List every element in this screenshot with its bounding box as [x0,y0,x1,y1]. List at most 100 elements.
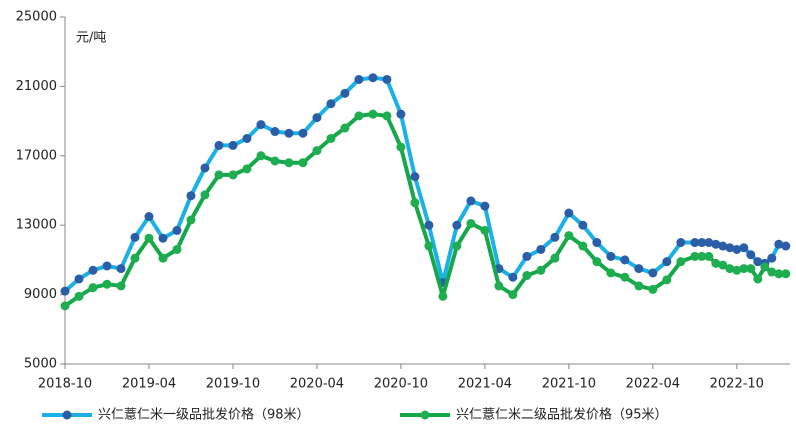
point [200,190,210,200]
point [60,286,70,296]
point [718,241,728,251]
point [158,253,168,263]
point [648,284,658,294]
point [620,272,630,282]
point [340,123,350,133]
point [102,279,112,289]
point [634,264,644,274]
point [711,258,721,268]
point [781,269,791,279]
point [704,238,714,248]
y-tick-label: 5000 [24,357,57,372]
point [662,275,672,285]
point [690,238,700,248]
point [676,257,686,267]
point [256,120,266,130]
point [116,264,126,274]
legend-label: 兴仁薏仁米二级品批发价格（95米） [456,407,668,423]
point [739,264,749,274]
point [725,243,735,253]
y-tick-label: 9000 [24,287,57,302]
point [396,109,406,119]
point [186,215,196,225]
point [228,140,238,150]
point [88,283,98,293]
point [242,164,252,174]
y-tick-label: 13000 [16,218,57,233]
point [760,262,770,272]
point [578,220,588,230]
point [74,274,84,284]
point [298,128,308,138]
point [298,158,308,168]
point [214,140,224,150]
point [284,128,294,138]
legend-marker [62,410,72,420]
point [704,251,714,261]
point [284,158,294,168]
point [564,208,574,218]
point [340,88,350,98]
point [466,218,476,228]
point [396,142,406,152]
x-tick-label: 2022-10 [710,377,764,392]
point [494,281,504,291]
point [522,251,532,261]
point [634,281,644,291]
y-tick-label: 17000 [16,148,57,163]
point [676,238,686,248]
point [326,133,336,143]
point [606,268,616,278]
point [452,220,462,230]
point [144,233,154,243]
point [326,99,336,109]
point [424,241,434,251]
x-tick-label: 2019-10 [206,377,260,392]
point [522,271,532,281]
point [144,212,154,222]
point [466,196,476,206]
point [774,239,784,249]
point [508,290,518,300]
point [452,241,462,251]
point [158,233,168,243]
point [508,272,518,282]
point [214,170,224,180]
x-tick-label: 2019-04 [122,377,176,392]
x-tick-label: 2022-04 [626,377,680,392]
x-tick-label: 2020-10 [374,377,428,392]
point [753,274,763,284]
point [536,265,546,275]
point [578,241,588,251]
point [690,251,700,261]
point [60,301,70,311]
point [312,113,322,123]
point [739,243,749,253]
unit-label: 元/吨 [76,31,106,46]
point [382,74,392,84]
point [767,253,777,263]
point [242,133,252,143]
point [550,253,560,263]
point [711,239,721,249]
point [368,73,378,83]
point [172,225,182,235]
point [410,198,420,208]
x-tick-label: 2020-04 [290,377,344,392]
point [354,74,364,84]
point [382,111,392,121]
point [732,244,742,254]
point [725,264,735,274]
point [368,109,378,119]
point [774,269,784,279]
legend-marker [420,410,430,420]
point [746,250,756,260]
point [697,251,707,261]
point [228,170,238,180]
point [648,268,658,278]
point [564,231,574,241]
x-tick-label: 2021-10 [542,377,596,392]
x-tick-label: 2018-10 [38,377,92,392]
point [256,151,266,161]
